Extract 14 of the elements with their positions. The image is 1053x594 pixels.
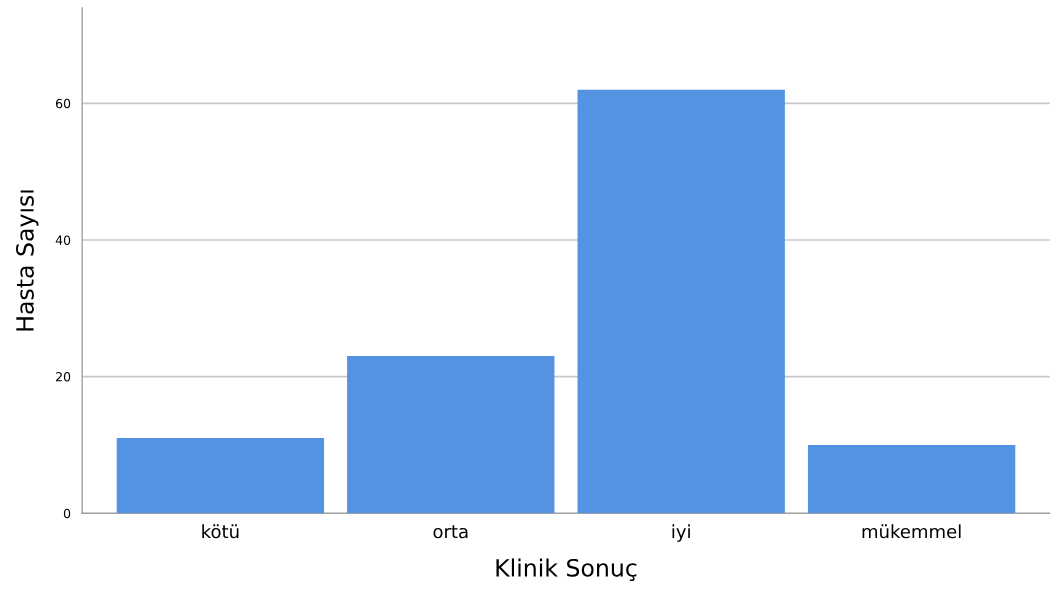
y-tick-label: 60	[55, 98, 71, 109]
x-tick-label: orta	[433, 525, 468, 539]
y-axis-title: Hasta Sayısı	[16, 190, 39, 331]
y-tick-label: 20	[56, 372, 71, 382]
bar	[116, 438, 325, 514]
bar	[577, 89, 785, 514]
bar	[807, 444, 1016, 514]
x-tick-label: kötü	[202, 524, 239, 539]
y-tick-label: 40	[55, 235, 71, 245]
bar	[347, 356, 555, 514]
y-tick-label: 0	[63, 508, 71, 519]
x-tick-label: iyi	[672, 524, 690, 542]
x-tick-label: mükemmel	[862, 524, 961, 539]
x-axis-title: Klinik Sonuç	[496, 558, 637, 581]
